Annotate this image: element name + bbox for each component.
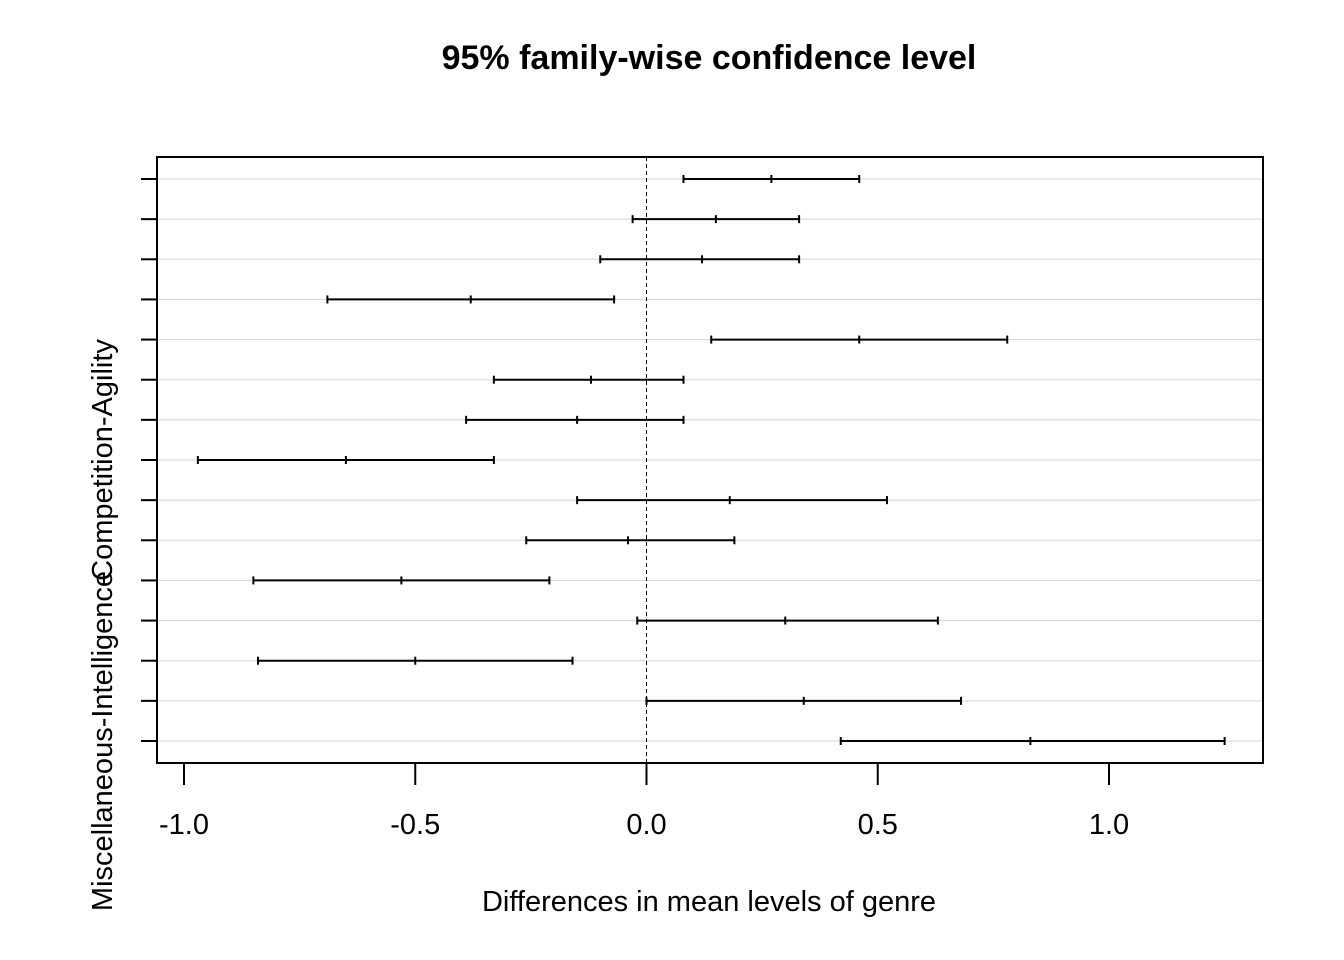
comparison-interval bbox=[196, 456, 495, 464]
comparison-interval bbox=[599, 255, 801, 264]
y-axis: Competition-AgilityMiscellaneous-Intelli… bbox=[87, 178, 157, 911]
comparison-interval bbox=[576, 496, 888, 505]
comparison-interval bbox=[710, 335, 1009, 344]
y-category-label: Competition-Agility bbox=[87, 339, 119, 581]
comparison-interval bbox=[682, 175, 861, 183]
x-tick-label: 0.0 bbox=[626, 809, 666, 841]
chart-title: 95% family-wise confidence level bbox=[442, 39, 977, 77]
comparison-interval bbox=[252, 576, 551, 585]
x-tick-label: 0.5 bbox=[858, 809, 898, 841]
confidence-intervals bbox=[196, 175, 1226, 745]
comparison-interval bbox=[525, 536, 736, 545]
comparison-interval bbox=[631, 215, 801, 224]
comparison-interval bbox=[326, 295, 616, 304]
comparison-interval bbox=[645, 696, 962, 705]
x-tick-label: 1.0 bbox=[1089, 809, 1129, 841]
comparison-interval bbox=[839, 737, 1226, 745]
x-tick-label: -1.0 bbox=[159, 809, 209, 841]
x-tick-label: -0.5 bbox=[390, 809, 440, 841]
x-axis: -1.0 -0.5 0.0 0.5 1.0 bbox=[159, 762, 1129, 841]
comparison-interval bbox=[492, 375, 685, 384]
x-axis-label: Differences in mean levels of genre bbox=[482, 886, 936, 918]
comparison-interval bbox=[465, 415, 685, 424]
comparison-interval bbox=[257, 656, 574, 665]
y-category-label: Miscellaneous-Intelligence bbox=[87, 571, 119, 911]
comparison-interval bbox=[636, 616, 939, 625]
